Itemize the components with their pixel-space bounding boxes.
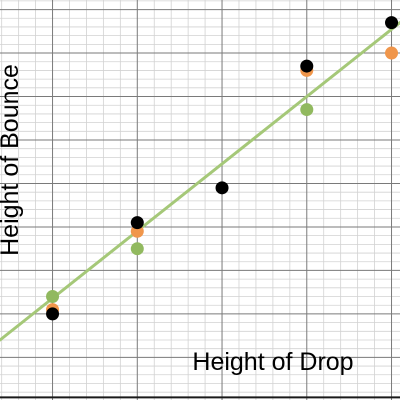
data-point-series-1 [130,216,144,230]
data-point-series-2 [385,46,399,60]
data-point-series-3 [130,242,144,256]
data-point-series-3 [300,103,314,117]
data-point-series-1 [385,16,399,30]
data-points [46,16,399,321]
x-axis-label: Height of Drop [192,348,353,376]
trend-line-group [0,21,400,342]
data-point-series-1 [215,181,229,195]
data-point-series-3 [46,290,60,304]
y-axis-label: Height of Bounce [0,64,24,256]
data-point-series-1 [300,59,314,73]
trend-line [0,21,400,342]
data-point-series-1 [46,307,60,321]
